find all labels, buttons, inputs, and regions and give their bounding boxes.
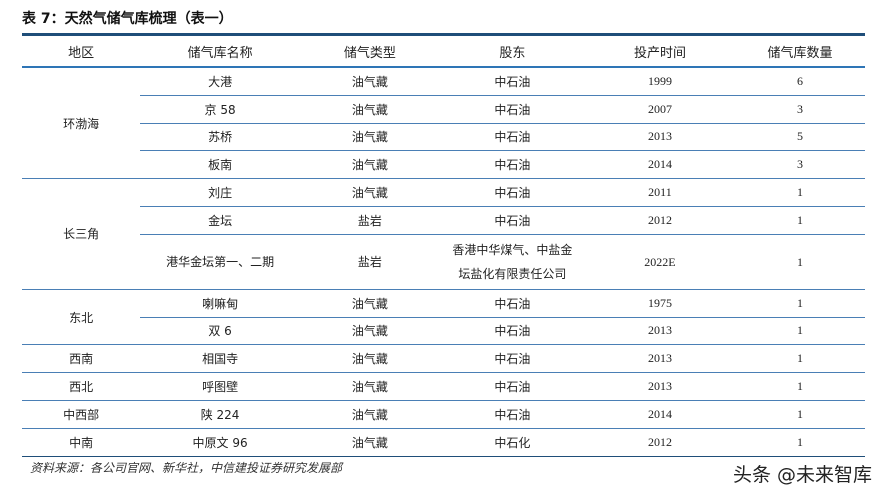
shareholder-cell: 中石化 (439, 428, 585, 457)
start-time-cell: 2013 (584, 123, 735, 152)
storage-count-cell: 1 (734, 234, 865, 290)
shareholder-cell: 香港中华煤气、中盐金坛盐化有限责任公司 (439, 234, 585, 290)
header-start-time: 投产时间 (584, 34, 735, 68)
storage-type-cell: 盐岩 (299, 234, 440, 290)
table-row: 西南 相国寺 油气藏 中石油 2013 1 (22, 344, 865, 374)
storage-type-cell: 油气藏 (299, 372, 440, 401)
region-cell: 西南 (22, 344, 141, 374)
start-time-cell: 2014 (584, 400, 735, 429)
storage-name-cell: 京 58 (140, 95, 300, 124)
storage-name-cell: 陕 224 (140, 400, 300, 429)
shareholder-cell: 中石油 (439, 123, 585, 152)
table-row: 东北 喇嘛甸 油气藏 中石油 1975 1 (22, 289, 865, 346)
storage-type-cell: 油气藏 (299, 95, 440, 124)
storage-name-cell: 呼图壁 (140, 372, 300, 401)
start-time-cell: 2012 (584, 206, 735, 235)
storage-count-cell: 1 (734, 317, 865, 346)
storage-count-cell: 1 (734, 428, 865, 457)
storage-count-cell: 1 (734, 372, 865, 401)
storage-name-cell: 双 6 (140, 317, 300, 346)
region-cell: 长三角 (22, 178, 141, 290)
storage-type-cell: 油气藏 (299, 289, 440, 318)
header-row: 地区 储气库名称 储气类型 股东 投产时间 储气库数量 (22, 34, 865, 68)
start-time-cell: 2007 (584, 95, 735, 124)
storage-name-cell: 港华金坛第一、二期 (140, 234, 300, 290)
table-row: 港华金坛第一、二期 盐岩 香港中华煤气、中盐金坛盐化有限责任公司 2022E 1 (22, 234, 865, 290)
storage-type-cell: 油气藏 (299, 123, 440, 152)
table-row: 双 6 油气藏 中石油 2013 1 (22, 317, 865, 346)
shareholder-cell: 中石油 (439, 178, 585, 207)
region-cell: 东北 (22, 289, 141, 346)
table-row: 金坛 盐岩 中石油 2012 1 (22, 206, 865, 235)
source-note: 资料来源：各公司官网、新华社，中信建投证券研究发展部 (30, 461, 343, 475)
shareholder-cell: 中石油 (439, 206, 585, 235)
shareholder-cell: 中石油 (439, 67, 585, 96)
watermark: 头条 @未来智库 (732, 464, 872, 486)
table-row: 板南 油气藏 中石油 2014 3 (22, 150, 865, 180)
storage-count-cell: 1 (734, 400, 865, 429)
shareholder-cell: 中石油 (439, 95, 585, 124)
table-row: 京 58 油气藏 中石油 2007 3 (22, 95, 865, 124)
table-title: 表 7：天然气储气库梳理（表一） (22, 11, 233, 27)
header-region: 地区 (22, 34, 141, 68)
storage-type-cell: 油气藏 (299, 344, 440, 374)
region-cell: 中西部 (22, 400, 141, 429)
region-cell: 环渤海 (22, 67, 141, 180)
storage-name-cell: 大港 (140, 67, 300, 96)
storage-count-cell: 1 (734, 289, 865, 318)
storage-type-cell: 油气藏 (299, 178, 440, 207)
storage-count-cell: 3 (734, 150, 865, 180)
shareholder-cell: 中石油 (439, 289, 585, 318)
storage-count-cell: 1 (734, 344, 865, 374)
storage-count-cell: 6 (734, 67, 865, 96)
region-cell: 西北 (22, 372, 141, 401)
storage-type-cell: 油气藏 (299, 400, 440, 429)
storage-type-cell: 油气藏 (299, 150, 440, 180)
start-time-cell: 2012 (584, 428, 735, 457)
shareholder-cell: 中石油 (439, 150, 585, 180)
storage-name-cell: 中原文 96 (140, 428, 300, 457)
storage-name-cell: 喇嘛甸 (140, 289, 300, 318)
storage-name-cell: 苏桥 (140, 123, 300, 152)
start-time-cell: 2014 (584, 150, 735, 180)
storage-name-cell: 金坛 (140, 206, 300, 235)
shareholder-cell: 中石油 (439, 372, 585, 401)
table-row: 长三角 刘庄 油气藏 中石油 2011 1 (22, 178, 865, 290)
table-row: 环渤海 大港 油气藏 中石油 1999 6 (22, 67, 865, 180)
table-row: 中南 中原文 96 油气藏 中石化 2012 1 (22, 428, 865, 457)
storage-name-cell: 板南 (140, 150, 300, 180)
start-time-cell: 1999 (584, 67, 735, 96)
table-row: 中西部陕 224 油气藏 中石油 2014 1 (22, 400, 865, 429)
table-row: 西北 呼图壁 油气藏 中石油 2013 1 (22, 372, 865, 401)
gas-storage-table: 地区 储气库名称 储气类型 股东 投产时间 储气库数量 环渤海 大港 油气藏 中石油 1… (22, 33, 865, 457)
storage-name-cell: 相国寺 (140, 344, 300, 374)
start-time-cell: 2013 (584, 344, 735, 374)
shareholder-cell: 中石油 (439, 317, 585, 346)
storage-type-cell: 盐岩 (299, 206, 440, 235)
header-count: 储气库数量 (734, 34, 865, 68)
shareholder-cell: 中石油 (439, 400, 585, 429)
storage-count-cell: 5 (734, 123, 865, 152)
header-type: 储气类型 (299, 34, 440, 68)
header-shareholder: 股东 (439, 34, 585, 68)
storage-type-cell: 油气藏 (299, 317, 440, 346)
start-time-cell: 2013 (584, 372, 735, 401)
table-row: 苏桥 油气藏 中石油 2013 5 (22, 123, 865, 152)
storage-type-cell: 油气藏 (299, 428, 440, 457)
region-cell: 中南 (22, 428, 141, 457)
storage-name-cell: 刘庄 (140, 178, 300, 207)
start-time-cell: 2022E (584, 234, 735, 290)
start-time-cell: 1975 (584, 289, 735, 318)
storage-type-cell: 油气藏 (299, 67, 440, 96)
start-time-cell: 2013 (584, 317, 735, 346)
storage-count-cell: 1 (734, 206, 865, 235)
storage-count-cell: 1 (734, 178, 865, 207)
header-name: 储气库名称 (140, 34, 300, 68)
storage-count-cell: 3 (734, 95, 865, 124)
start-time-cell: 2011 (584, 178, 735, 207)
shareholder-cell: 中石油 (439, 344, 585, 374)
